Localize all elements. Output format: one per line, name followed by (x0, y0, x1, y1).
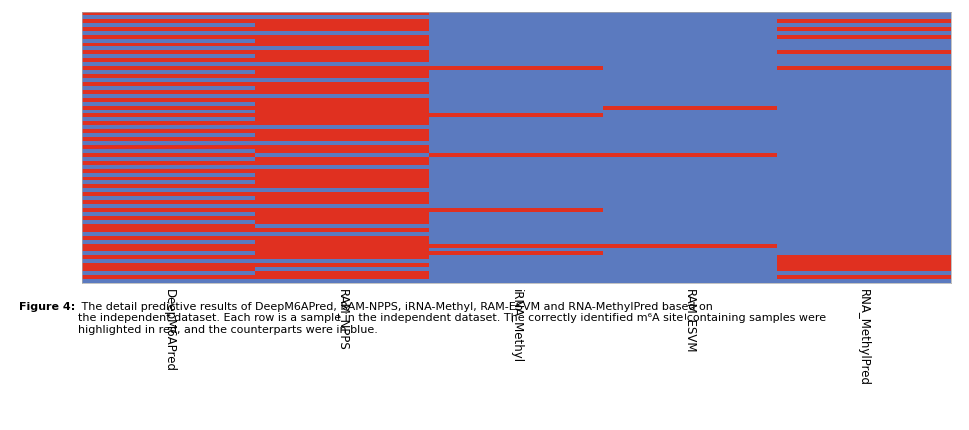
Text: Figure 4:: Figure 4: (19, 301, 76, 311)
Text: The detail predictive results of DeepM6APred, RAM-NPPS, iRNA-Methyl, RAM-ESVM an: The detail predictive results of DeepM6A… (78, 301, 826, 334)
